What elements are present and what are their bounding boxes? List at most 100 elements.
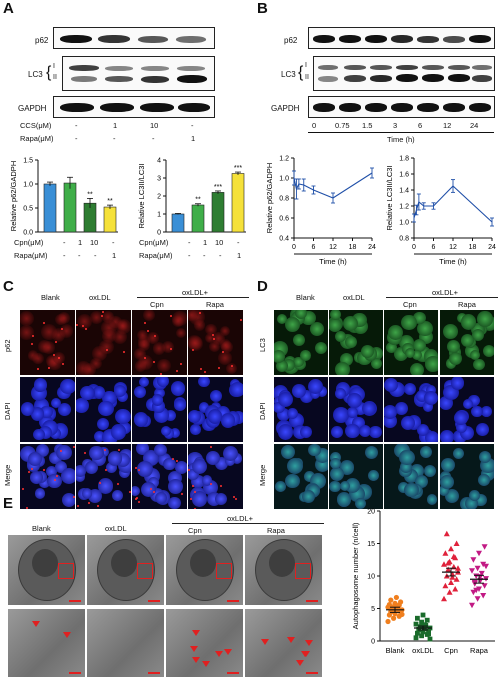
bar [231,173,245,233]
significance-label: ** [195,197,201,204]
blot-b-time-4: 6 [418,121,423,130]
blot-b-time-label: Time (h) [387,135,415,144]
a-under-row1-v2-1: 10 [90,238,99,247]
x-tick-label: 6 [432,244,436,251]
data-point [413,621,419,627]
a-under-row1-v1-2: 1 [203,238,208,247]
significance-label: *** [234,165,242,172]
x-tick-label: 24 [488,244,496,251]
blot-a-row1-v3: - [191,121,194,130]
y-tick-label: 1.8 [399,156,409,163]
x-tick-label: 18 [469,244,477,251]
blot-b-time-6: 24 [470,121,479,130]
x-axis-label: Time (h) [439,257,467,266]
panel-d-image [440,444,494,509]
y-tick-label: 0.4 [279,236,289,243]
data-point [419,633,424,639]
blot-a-lc3-band-ii: II [53,74,57,81]
data-point [424,617,430,623]
panel-c-image [188,444,243,509]
bar [171,213,185,233]
y-tick-label: 0.5 [23,206,33,213]
y-tick-label: 0 [371,639,375,646]
data-point [388,597,394,603]
data-point [446,589,453,595]
y-tick-label: 1.0 [23,182,33,189]
x-tick-label: 18 [349,244,357,251]
blot-b-p62-membrane [308,27,495,49]
panel-c-image [76,377,131,442]
y-tick-label: 20 [367,509,375,516]
panel-c-image [132,377,187,442]
data-point [443,530,450,537]
y-tick-label: 4 [157,158,161,165]
panel-d-col-rapa: Rapa [458,300,476,309]
panel-d-group-label: oxLDL+ [432,288,459,297]
panel-c-image [188,310,243,375]
blot-a-row2-v0: - [75,134,78,143]
panel-e-image [245,535,322,605]
blot-a-row1-label: CCS(μM) [20,121,52,130]
blot-a-lc3-membrane [62,56,215,91]
chart-a-p62: 0.0 0.5 1.0 1.5 Relative p62/GADPH ** ** [9,158,118,237]
blot-b-lc3-label: LC3 [281,70,296,79]
y-tick-label: 1 [157,212,161,219]
y-tick-label: 2 [157,194,161,201]
y-tick-label: 5 [371,606,375,613]
data-point [395,603,401,609]
data-point [469,602,475,609]
bar [63,182,77,233]
bar [43,183,57,233]
y-axis-label: Relative LC3II/LC3I [137,163,146,228]
a-under-row1-label-2: Cpn(μM) [139,238,169,247]
panel-d-image [440,310,494,375]
panel-e-col-cpn: Cpn [188,526,202,535]
x-tick-label: 12 [329,244,337,251]
x-tick-label: Rapa [470,646,489,655]
panel-d-col-oxldl: oxLDL [343,293,365,302]
panel-d-image [274,310,328,375]
blot-b-time-2: 1.5 [362,121,373,130]
panel-d-image [384,310,438,375]
panel-c-group-label: oxLDL+ [182,288,209,297]
y-tick-label: 10 [367,574,375,581]
x-tick-label: 12 [449,244,457,251]
panel-d-image [384,444,438,509]
data-point [426,628,431,634]
data-point [415,630,420,636]
data-point [448,545,454,552]
data-point [416,626,422,632]
panel-label-c: C [3,278,14,295]
data-point [480,593,487,599]
panel-d-row-merge: Merge [258,464,267,486]
y-tick-label: 0.8 [279,196,289,203]
data-point [426,631,431,637]
data-point [455,565,461,571]
panel-label-e: E [3,495,14,512]
y-axis-label: Relative p62/GADPH [265,163,274,233]
blot-b-time-1: 0.75 [335,121,350,130]
data-point [386,602,392,608]
x-tick-label: 0 [292,244,296,251]
data-point [441,595,447,602]
panel-e-image [8,535,85,605]
data-point [391,615,397,621]
panel-e-group-label: oxLDL+ [227,514,254,523]
a-under-row2-label-1: Rapa(μM) [14,251,48,260]
a-under-row2-v0-2: - [188,251,191,260]
data-point [422,626,427,632]
a-under-row1-v3-1: - [112,238,115,247]
data-point [417,624,423,630]
data-point [483,563,489,570]
blot-b-lc3-bracket: { [298,64,304,81]
significance-label: *** [214,184,222,191]
panel-c-col-cpn: Cpn [150,300,164,309]
data-point [398,599,404,605]
panel-e-col-rapa: Rapa [267,526,285,535]
panel-e-col-oxldl: oxLDL [105,524,127,533]
data-point [415,615,420,621]
x-tick-label: Cpn [444,646,458,655]
a-under-row2-label-2: Rapa(μM) [139,251,173,260]
bar [191,204,205,233]
data-point [419,619,424,625]
